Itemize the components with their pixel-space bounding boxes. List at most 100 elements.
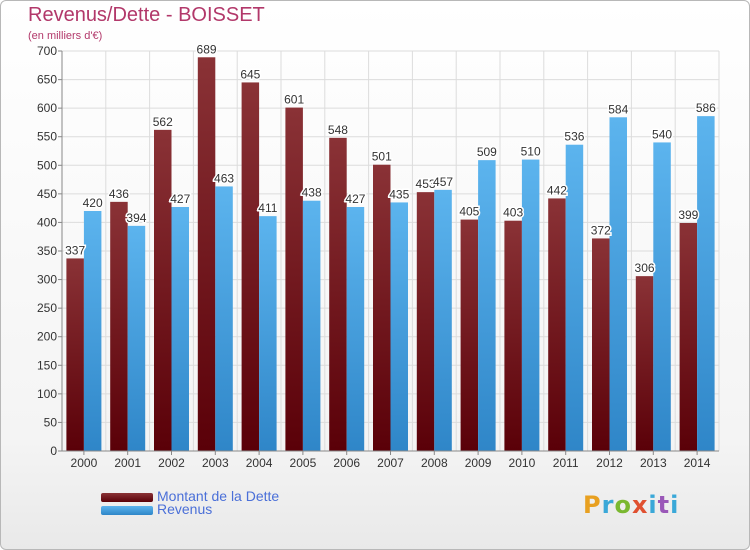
revenus-bar [390, 202, 408, 451]
dette-bar [154, 129, 172, 451]
dette-bar [548, 198, 566, 451]
dette-bar [241, 82, 260, 451]
chart-title: Revenus/Dette - BOISSET [28, 4, 265, 26]
dette-bar [197, 57, 216, 452]
revenus-value-label: 427 [170, 192, 190, 206]
revenus-bar [609, 117, 627, 452]
revenus-value-label: 457 [433, 175, 453, 189]
x-tick-label: 2011 [553, 456, 579, 470]
revenus-value-label: 540 [652, 127, 672, 141]
revenus-value-label: 420 [83, 196, 103, 210]
revenus-value-label: 536 [564, 130, 584, 144]
x-tick-label: 2001 [114, 456, 141, 470]
x-tick-label: 2004 [246, 456, 273, 470]
y-tick-label: 100 [37, 387, 57, 401]
revenus-bar [521, 159, 540, 452]
revenus-value-label: 586 [696, 101, 716, 115]
revenus-value-label: 427 [345, 192, 365, 206]
dette-value-label: 403 [503, 206, 523, 220]
dette-bar [329, 137, 347, 451]
legend-swatch-dette [101, 493, 153, 502]
y-tick-label: 0 [50, 444, 57, 458]
dette-value-label: 501 [372, 150, 392, 164]
x-tick-label: 2014 [684, 456, 711, 470]
x-tick-label: 2013 [640, 456, 667, 470]
dette-bar [460, 219, 479, 451]
legend-label-dette: Montant de la Dette [157, 488, 280, 504]
bars [66, 57, 715, 452]
x-tick-label: 2002 [158, 456, 185, 470]
dette-bar [679, 223, 698, 451]
y-tick-label: 150 [37, 358, 57, 372]
y-tick-label: 450 [37, 187, 57, 201]
y-tick-label: 400 [37, 215, 57, 229]
x-tick-label: 2009 [465, 456, 492, 470]
dette-value-label: 601 [284, 93, 304, 107]
x-tick-label: 2010 [509, 456, 536, 470]
dette-bar [592, 238, 610, 451]
dette-value-label: 453 [416, 177, 436, 191]
dette-bar [373, 164, 391, 451]
y-tick-label: 50 [44, 415, 58, 429]
revenus-bar [346, 207, 365, 451]
revenus-bar [83, 211, 102, 451]
dette-bar [635, 276, 654, 451]
revenus-bar [478, 160, 496, 451]
x-tick-label: 2008 [421, 456, 448, 470]
dette-value-label: 306 [635, 261, 655, 275]
dette-value-label: 399 [678, 208, 698, 222]
dette-bar [110, 201, 128, 451]
dette-value-label: 405 [459, 205, 479, 219]
revenus-bar [259, 216, 277, 451]
x-tick-label: 2006 [333, 456, 360, 470]
data-labels: 337 420 436 394 562 427 689 463 645 411 601 438 548 4… [64, 41, 718, 277]
revenus-value-label: 510 [521, 145, 541, 159]
y-tick-label: 250 [37, 301, 57, 315]
x-tick-label: 2005 [290, 456, 317, 470]
dette-value-label: 337 [65, 243, 85, 257]
revenus-bar [302, 200, 321, 451]
revenus-bar [171, 207, 189, 451]
dette-value-label: 689 [197, 42, 217, 56]
axes: 0 50 100 150 200 250 300 350 400 450 500 550 600 650 7… [37, 44, 719, 470]
y-tick-label: 600 [37, 101, 57, 115]
proxiti-logo: Proxiti [583, 491, 680, 519]
revenus-bar [565, 144, 584, 451]
dette-bar [416, 192, 435, 451]
x-tick-label: 2000 [71, 456, 98, 470]
dette-value-label: 436 [109, 187, 129, 201]
y-tick-label: 550 [37, 130, 57, 144]
x-tick-label: 2003 [202, 456, 229, 470]
y-tick-label: 300 [37, 273, 57, 287]
legend-swatch-revenus [101, 506, 153, 515]
legend-label-revenus: Revenus [157, 501, 213, 517]
revenus-value-label: 584 [608, 102, 628, 116]
revenus-bar [653, 142, 671, 451]
revenus-value-label: 435 [389, 187, 409, 201]
dette-value-label: 562 [153, 115, 173, 129]
y-tick-label: 650 [37, 73, 57, 87]
revenus-value-label: 394 [126, 211, 146, 225]
revenus-value-label: 438 [302, 186, 322, 200]
y-tick-label: 350 [37, 244, 57, 258]
revenus-value-label: 411 [258, 201, 277, 215]
revenus-bar [127, 225, 146, 451]
dette-value-label: 372 [591, 223, 611, 237]
revenus-value-label: 463 [214, 171, 234, 185]
dette-value-label: 442 [547, 183, 567, 197]
revenus-value-label: 509 [477, 145, 497, 159]
x-tick-label: 2012 [596, 456, 623, 470]
y-tick-label: 700 [37, 44, 57, 58]
dette-bar [504, 220, 522, 451]
dette-bar [66, 258, 84, 451]
x-tick-label: 2007 [377, 456, 404, 470]
dette-value-label: 548 [328, 123, 348, 137]
dette-value-label: 645 [240, 67, 260, 81]
y-tick-label: 500 [37, 158, 57, 172]
y-tick-label: 200 [37, 330, 57, 344]
revenus-bar [434, 189, 452, 451]
revenus-bar [215, 186, 233, 451]
revenus-bar [697, 116, 715, 452]
